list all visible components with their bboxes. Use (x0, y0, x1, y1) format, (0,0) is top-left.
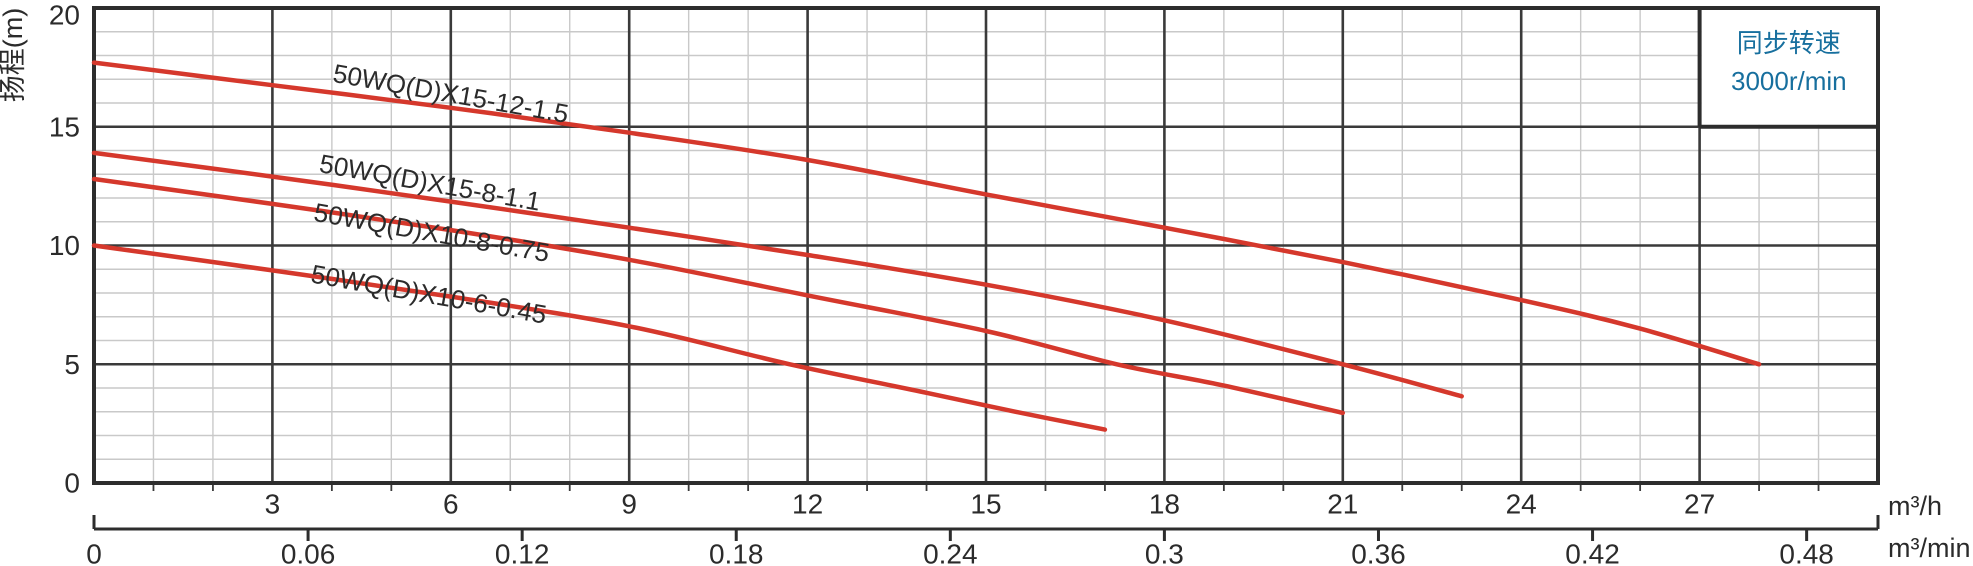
x-tick-label-m3h: 6 (443, 489, 459, 520)
x-tick-label-m3min: 0.06 (281, 539, 336, 566)
x-tick-label-m3min: 0.12 (495, 539, 550, 566)
pump-curve (91, 60, 1762, 367)
x-axis-m3h: 3 6 9 12 15 18 21 24 27 m³/h (265, 489, 1942, 522)
x-tick-label-m3h: 27 (1684, 489, 1715, 520)
y-axis-title: 扬程(m) (0, 8, 28, 102)
x-tick-label-m3h: 18 (1149, 489, 1180, 520)
y-axis-labels: 0 5 10 15 20 扬程(m) (0, 0, 80, 499)
x-tick-label-m3min: 0.18 (709, 539, 764, 566)
legend-box: 同步转速 3000r/min (1697, 8, 1878, 129)
x-tick-label-m3min: 0 (86, 539, 102, 566)
x-tick-label-m3min: 0.42 (1565, 539, 1620, 566)
x-tick-label-m3min: 0.48 (1779, 539, 1834, 566)
y-tick-label: 15 (49, 111, 80, 142)
curve-labels: 50WQ(D)X15-12-1.550WQ(D)X15-8-1.150WQ(D)… (309, 58, 571, 330)
legend-speed-label: 同步转速 (1737, 28, 1841, 58)
x-tick-label-m3h: 24 (1506, 489, 1537, 520)
x-tick-label-m3h: 21 (1327, 489, 1358, 520)
x-tick-label-m3min: 0.36 (1351, 539, 1406, 566)
pump-curves (91, 60, 1762, 432)
legend-speed-value: 3000r/min (1731, 66, 1847, 96)
x-tick-label-m3h: 3 (265, 489, 281, 520)
x-axis-unit-m3min: m³/min (1888, 533, 1971, 563)
x-tick-label-m3min: 0.3 (1145, 539, 1184, 566)
y-tick-label: 5 (64, 349, 80, 380)
x-tick-label-m3h: 9 (621, 489, 637, 520)
pump-curve (91, 150, 1464, 399)
x-axis-unit-m3h: m³/h (1888, 491, 1942, 521)
bottom-minor-ticks (152, 485, 1820, 491)
x-tick-label-m3h: 12 (792, 489, 823, 520)
y-tick-label: 10 (49, 230, 80, 261)
pump-curve (91, 176, 1346, 416)
y-tick-label: 0 (64, 468, 80, 499)
x-axis-m3min: 0 0.06 0.12 0.18 0.24 0.3 0.36 0.42 0.48 m³/min (86, 515, 1971, 566)
x-tick-label-m3min: 0.24 (923, 539, 978, 566)
pump-curve (91, 243, 1108, 432)
legend-background (1701, 10, 1876, 125)
x-tick-label-m3h: 15 (970, 489, 1001, 520)
y-tick-label: 20 (49, 0, 80, 31)
